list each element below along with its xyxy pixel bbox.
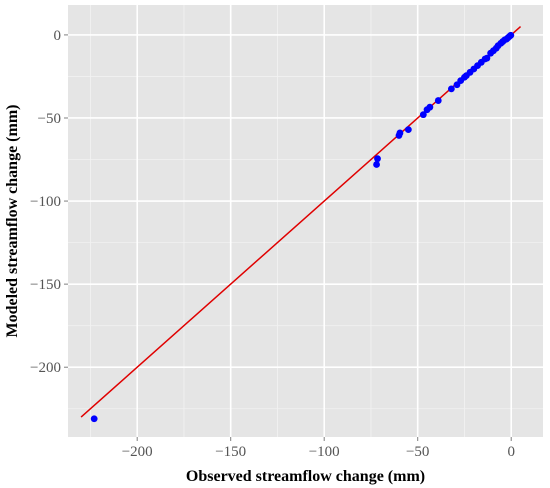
reference-line-group <box>80 26 522 418</box>
y-axis-title: Modeled streamflow change (mm) <box>4 105 21 338</box>
data-point <box>404 126 412 134</box>
reference-line <box>80 26 522 418</box>
data-point <box>483 54 491 62</box>
y-tick-label: −150 <box>30 277 61 293</box>
x-tick-label: −150 <box>215 444 246 460</box>
y-tick-label: −200 <box>30 360 61 376</box>
data-points <box>90 31 515 423</box>
y-axis-ticks: 0 −50 −100 −150 −200 <box>30 28 68 376</box>
data-point <box>396 129 404 137</box>
grid-minor <box>68 5 543 437</box>
grid-major <box>68 5 543 437</box>
data-point <box>373 161 380 168</box>
x-tick-label: −50 <box>406 444 429 460</box>
data-point <box>426 103 434 111</box>
x-tick-label: −200 <box>122 444 153 460</box>
data-point <box>434 97 442 104</box>
x-tick-label: 0 <box>507 444 515 460</box>
data-point <box>419 111 427 119</box>
data-point <box>90 415 98 423</box>
x-axis-title: Observed streamflow change (mm) <box>186 468 425 485</box>
y-tick-label: −100 <box>30 194 61 210</box>
data-point <box>447 85 455 93</box>
y-tick-label: −50 <box>38 111 61 127</box>
data-point <box>507 31 515 39</box>
data-point <box>374 155 381 163</box>
x-axis-ticks: −200 −150 −100 −50 0 <box>122 437 515 460</box>
y-tick-label: 0 <box>54 28 62 44</box>
x-tick-label: −100 <box>309 444 340 460</box>
